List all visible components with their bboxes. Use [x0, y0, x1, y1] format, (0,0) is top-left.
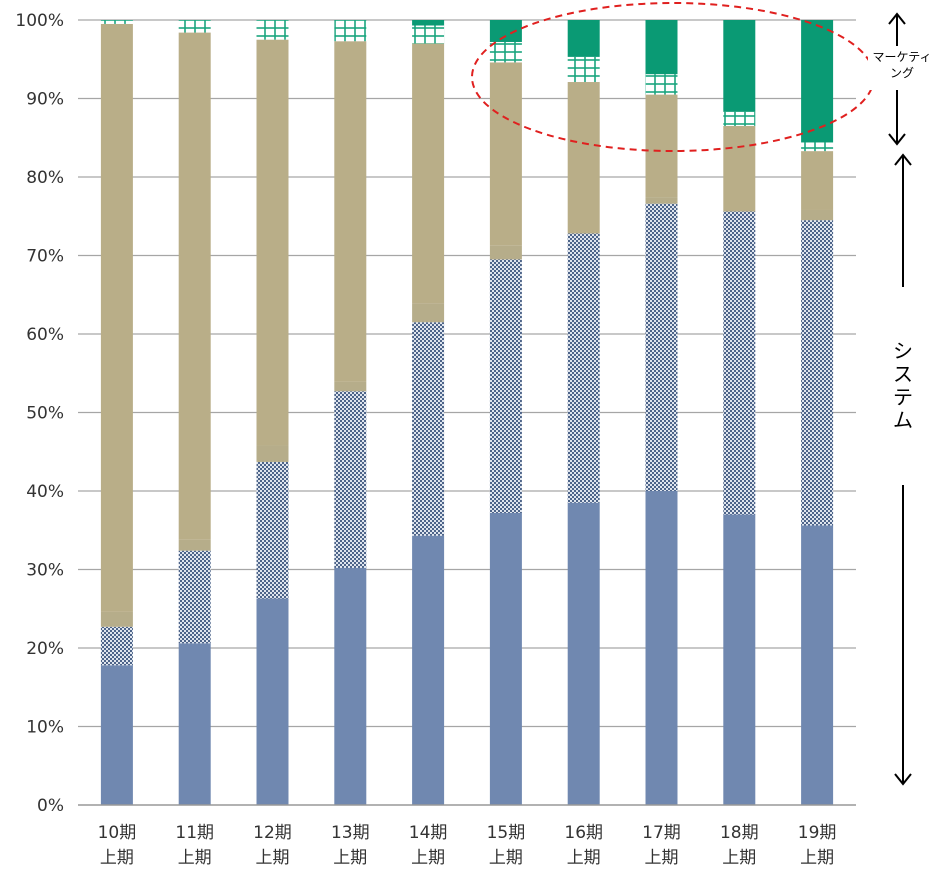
x-category-label: 12期 [253, 823, 292, 843]
x-category-label: 14期 [409, 823, 448, 843]
bar-segment-5-5 [412, 25, 445, 44]
bar-segment-6-6 [489, 20, 522, 42]
bar-segment-5-2 [412, 322, 445, 536]
x-category-label: 上期 [722, 848, 756, 868]
x-category-label: 上期 [333, 848, 367, 868]
y-tick-label: 30% [26, 561, 64, 581]
bar-segment-4-5 [334, 20, 367, 42]
bar-segment-2-1 [178, 643, 211, 805]
x-category-label: 上期 [256, 848, 290, 868]
bar-segment-8-3 [645, 197, 678, 204]
bar-segment-10-6 [801, 20, 834, 143]
x-category-label: 16期 [564, 823, 603, 843]
bar-segment-1-4 [100, 23, 133, 612]
x-category-label: 11期 [175, 823, 214, 843]
bar-segment-7-4 [567, 82, 600, 234]
bar-segment-6-1 [489, 512, 522, 805]
marketing-label-line2: ング [890, 66, 914, 80]
x-category-label: 10期 [98, 823, 137, 843]
y-tick-label: 50% [26, 404, 64, 424]
bar-segment-4-4 [334, 41, 367, 382]
system-label-char-4: ム [893, 408, 913, 432]
y-tick-label: 100% [15, 11, 64, 31]
y-tick-label: 0% [37, 796, 64, 816]
bar-segment-7-6 [567, 20, 600, 57]
bar-segment-5-4 [412, 43, 445, 304]
bar-segment-6-2 [489, 259, 522, 513]
bar-segment-7-5 [567, 56, 600, 83]
bar-segment-5-3 [412, 303, 445, 323]
system-label-char-3: テ [893, 385, 913, 409]
bar-segment-7-1 [567, 502, 600, 805]
bar-segment-10-5 [801, 142, 834, 152]
bar-segment-10-2 [801, 220, 834, 526]
bar-segment-5-1 [412, 535, 445, 805]
bar-segment-3-1 [256, 598, 289, 805]
bar-segment-4-2 [334, 391, 367, 568]
x-category-label: 上期 [411, 848, 445, 868]
system-label-char-2: ス [893, 362, 913, 386]
y-tick-label: 10% [26, 718, 64, 738]
bar-segment-3-2 [256, 461, 289, 599]
bar-segment-1-5 [100, 20, 133, 24]
x-category-label: 19期 [798, 823, 837, 843]
bar-segment-5-6 [412, 20, 445, 26]
bar-segment-8-6 [645, 20, 678, 75]
marketing-label-bg [868, 46, 932, 90]
bar-segment-3-3 [256, 445, 289, 462]
bar-segment-1-3 [100, 611, 133, 627]
x-category-label: 上期 [178, 848, 212, 868]
bar-segment-8-4 [645, 94, 678, 198]
x-category-label: 15期 [487, 823, 526, 843]
bar-segment-10-4 [801, 151, 834, 210]
bar-segment-3-4 [256, 39, 289, 446]
x-category-label: 上期 [100, 848, 134, 868]
marketing-label-line1: マーケティ [872, 50, 931, 64]
bar-segment-3-5 [256, 20, 289, 40]
bar-segment-6-4 [489, 62, 522, 246]
y-axis-ticks: 0% 10% 20% 30% 40% 50% 60% 70% 80% 90% 100% [15, 11, 64, 816]
y-tick-label: 20% [26, 639, 64, 659]
bar-segment-6-5 [489, 41, 522, 63]
x-category-label: 上期 [800, 848, 834, 868]
bar-segment-7-2 [567, 233, 600, 503]
x-category-label: 上期 [489, 848, 523, 868]
bar-segment-6-3 [489, 245, 522, 260]
y-tick-label: 70% [26, 247, 64, 267]
bar-segment-9-6 [723, 20, 756, 112]
bar-segment-1-2 [100, 626, 133, 666]
bar-segment-8-5 [645, 74, 678, 95]
bar-segment-9-1 [723, 514, 756, 805]
system-label-char-1: シ [893, 339, 913, 363]
bar-segment-9-4 [723, 125, 756, 212]
bar-segment-2-5 [178, 20, 211, 33]
x-category-label: 上期 [567, 848, 601, 868]
bar-segment-10-1 [801, 525, 834, 805]
x-category-label: 18期 [720, 823, 759, 843]
bar-segment-2-2 [178, 550, 211, 644]
bar-segment-9-5 [723, 111, 756, 126]
y-tick-label: 90% [26, 90, 64, 110]
x-category-label: 上期 [645, 848, 679, 868]
x-category-label: 13期 [331, 823, 370, 843]
system-range-arrow [894, 153, 912, 786]
bar-segment-9-2 [723, 211, 756, 515]
bars [100, 20, 834, 805]
y-tick-label: 80% [26, 168, 64, 188]
bar-segment-10-3 [801, 209, 834, 221]
bar-segment-4-1 [334, 567, 367, 805]
bar-segment-4-3 [334, 381, 367, 392]
bar-segment-2-4 [178, 32, 211, 540]
y-tick-label: 60% [26, 325, 64, 345]
y-tick-label: 40% [26, 482, 64, 502]
x-category-label: 17期 [642, 823, 681, 843]
bar-segment-1-1 [100, 665, 133, 805]
bar-segment-8-1 [645, 491, 678, 805]
bar-segment-8-2 [645, 203, 678, 491]
bar-segment-2-3 [178, 539, 211, 551]
